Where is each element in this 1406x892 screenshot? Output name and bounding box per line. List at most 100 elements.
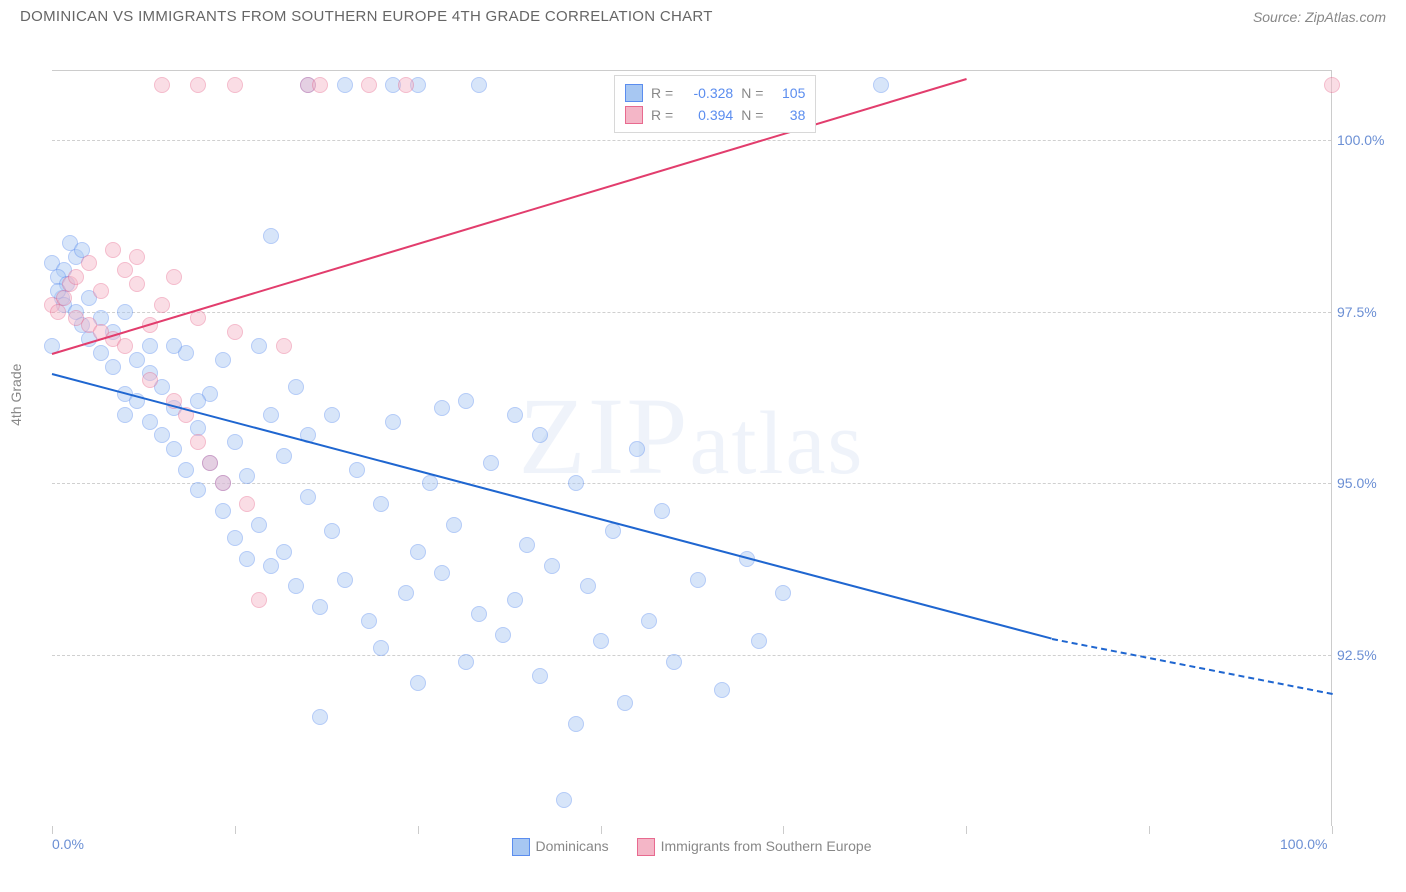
data-point [142,414,158,430]
data-point [361,613,377,629]
data-point [117,304,133,320]
data-point [105,359,121,375]
data-point [227,530,243,546]
data-point [251,338,267,354]
legend-swatch [625,106,643,124]
data-point [873,77,889,93]
data-point [251,592,267,608]
data-point [714,682,730,698]
data-point [471,606,487,622]
data-point [142,372,158,388]
data-point [373,496,389,512]
data-point [129,276,145,292]
data-point [605,523,621,539]
x-tick [52,826,53,834]
data-point [312,599,328,615]
data-point [154,77,170,93]
data-point [215,503,231,519]
x-tick [1149,826,1150,834]
data-point [190,77,206,93]
data-point [129,352,145,368]
data-point [239,468,255,484]
data-point [117,407,133,423]
data-point [312,77,328,93]
data-point [324,407,340,423]
data-point [532,427,548,443]
legend-r-value: 0.394 [681,104,733,126]
data-point [300,489,316,505]
data-point [81,255,97,271]
data-point [568,716,584,732]
legend-r-value: -0.328 [681,82,733,104]
data-point [190,482,206,498]
chart-title: DOMINICAN VS IMMIGRANTS FROM SOUTHERN EU… [20,8,713,25]
x-tick-label: 100.0% [1280,836,1327,852]
data-point [568,475,584,491]
data-point [190,310,206,326]
x-tick [966,826,967,834]
data-point [385,414,401,430]
data-point [117,338,133,354]
data-point [312,709,328,725]
data-point [202,455,218,471]
grid-line-horizontal [52,140,1331,141]
x-tick [601,826,602,834]
data-point [239,551,255,567]
data-point [593,633,609,649]
data-point [129,249,145,265]
data-point [361,77,377,93]
chart-container: ZIPatlas 92.5%95.0%97.5%100.0%0.0%100.0%… [52,60,1332,840]
data-point [288,379,304,395]
trend-line [52,373,1052,640]
data-point [580,578,596,594]
data-point [215,475,231,491]
data-point [544,558,560,574]
data-point [178,462,194,478]
data-point [434,400,450,416]
data-point [68,269,84,285]
x-tick [418,826,419,834]
legend-n-value: 38 [771,104,805,126]
data-point [190,393,206,409]
data-point [775,585,791,601]
data-point [446,517,462,533]
data-point [93,345,109,361]
data-point [666,654,682,670]
series-legend-item: Dominicans [511,838,608,856]
data-point [434,565,450,581]
x-tick [783,826,784,834]
data-point [410,675,426,691]
grid-line-horizontal [52,312,1331,313]
data-point [556,792,572,808]
data-point [263,228,279,244]
data-point [629,441,645,457]
data-point [690,572,706,588]
chart-source: Source: ZipAtlas.com [1253,9,1386,25]
data-point [507,407,523,423]
data-point [166,338,182,354]
data-point [93,283,109,299]
data-point [215,352,231,368]
data-point [458,393,474,409]
data-point [117,262,133,278]
data-point [56,290,72,306]
y-tick-label: 95.0% [1337,475,1393,491]
data-point [495,627,511,643]
data-point [422,475,438,491]
data-point [142,338,158,354]
legend-label: Dominicans [535,838,608,854]
data-point [532,668,548,684]
correlation-legend: R =-0.328N =105R =0.394N =38 [614,75,816,133]
legend-swatch [625,84,643,102]
x-tick-label: 0.0% [52,836,84,852]
legend-label: Immigrants from Southern Europe [661,838,872,854]
data-point [398,77,414,93]
data-point [154,427,170,443]
legend-swatch [637,838,655,856]
data-point [227,77,243,93]
data-point [349,462,365,478]
data-point [654,503,670,519]
legend-n-label: N = [741,104,763,126]
data-point [227,434,243,450]
data-point [507,592,523,608]
